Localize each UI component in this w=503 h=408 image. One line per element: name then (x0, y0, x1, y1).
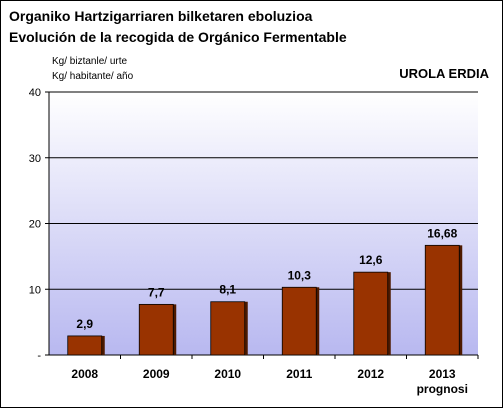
chart-subtitle: Evolución de la recogida de Orgánico Fer… (9, 29, 347, 45)
x-tick-label: 2010 (214, 367, 241, 381)
bar-value-label: 2,9 (76, 317, 93, 331)
y-tick-label: 20 (29, 219, 41, 231)
x-tick-label: 2009 (143, 367, 170, 381)
bar (424, 244, 460, 356)
x-tick-sublabel: prognosi (417, 382, 468, 396)
x-tick-label: 2012 (357, 367, 384, 381)
y-unit-label-basque: Kg/ biztanle/ urte (52, 56, 128, 67)
bar (67, 335, 103, 356)
x-tick-label: 2008 (71, 367, 98, 381)
bar-value-label: 12,6 (359, 253, 383, 267)
y-tick-label: 40 (29, 87, 41, 99)
y-unit-label-spanish: Kg/ habitante/ año (52, 71, 134, 82)
bar-value-label: 8,1 (219, 283, 236, 297)
chart-title: Organiko Hartzigarriaren bilketaren ebol… (9, 8, 313, 24)
gridlines (49, 91, 478, 290)
y-tick-label: 30 (29, 153, 41, 165)
x-tick-label: 2011 (286, 367, 312, 381)
bar (210, 301, 246, 356)
bars (67, 244, 463, 356)
y-tick-label: 10 (29, 284, 41, 296)
bar (281, 286, 317, 356)
bar-value-label: 10,3 (288, 268, 312, 282)
labels: - 10 20 30 40 2,9 2008 7,7 2009 8,1 2010 10,3 2011 12… (29, 87, 468, 396)
bar (353, 271, 389, 356)
bar-value-label: 7,7 (148, 285, 165, 299)
region-label: UROLA ERDIA (399, 66, 489, 81)
x-tick-label: 2013 (429, 367, 456, 381)
bar-value-label: 16,68 (427, 226, 457, 240)
bar (138, 303, 174, 356)
axes (45, 91, 479, 359)
y-tick-label: - (37, 350, 41, 362)
